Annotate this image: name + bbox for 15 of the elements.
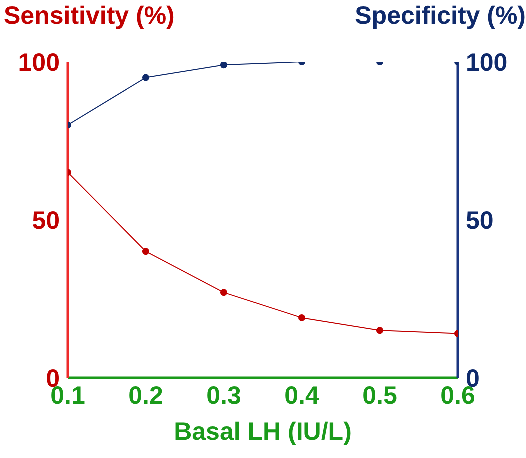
y2-axis-title: Specificity (%) (355, 2, 526, 31)
x-tick-label: 0.3 (206, 382, 242, 410)
point (220, 289, 228, 296)
x-tick-label: 0.2 (128, 382, 164, 410)
x-tick-label: 0.5 (362, 382, 398, 410)
point (376, 327, 384, 334)
y-axis-title: Sensitivity (%) (4, 2, 175, 31)
point (298, 314, 306, 322)
point (142, 248, 150, 256)
y-tick-label: 50 (32, 206, 60, 235)
y2-tick-label: 50 (466, 206, 494, 235)
x-tick-label: 0.4 (284, 382, 320, 410)
x-axis-title: Basal LH (IU/L) (173, 418, 353, 447)
y-tick-label: 100 (18, 48, 60, 77)
y2-tick-label: 100 (466, 48, 508, 77)
